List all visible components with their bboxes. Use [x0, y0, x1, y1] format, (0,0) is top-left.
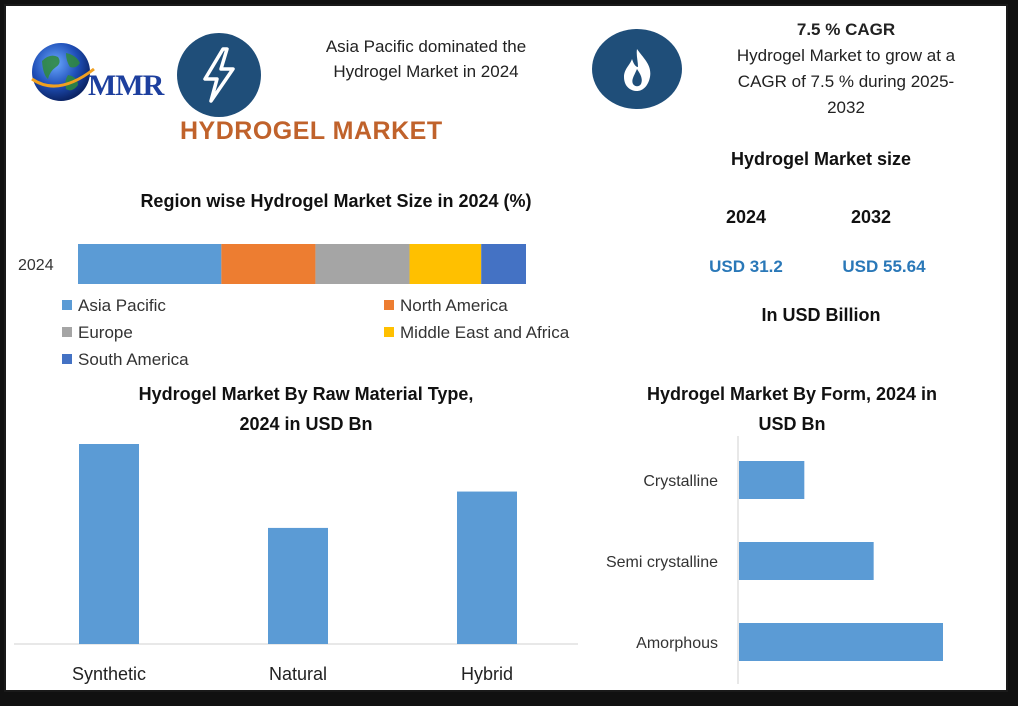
logo-text: MMR [88, 69, 164, 102]
form-title-line-2: USD Bn [758, 414, 826, 434]
raw-bar-natural [268, 527, 328, 644]
market-size-unit: In USD Billion [761, 305, 881, 325]
raw-tick-natural: Natural [269, 664, 327, 684]
legend-swatch-middle-east-and-africa [384, 327, 394, 337]
market-size-year-2024: 2024 [725, 207, 767, 227]
region-segment-north-america [221, 244, 316, 284]
legend-swatch-south-america [62, 354, 72, 364]
form-bar-amorphous [739, 623, 943, 661]
market-size-value-2032: USD 55.64 [842, 257, 926, 276]
globe-icon [31, 43, 95, 101]
flame-icon [624, 49, 651, 91]
market-size-value-2024: USD 31.2 [709, 257, 783, 276]
region-segment-south-america [481, 244, 526, 284]
raw-material-chart-title: Hydrogel Market By Raw Material Type, 20… [46, 379, 566, 439]
region-segment-asia-pacific [78, 244, 222, 284]
legend-label-europe: Europe [78, 323, 133, 342]
form-tick-amorphous: Amorphous [636, 635, 718, 652]
legend-label-asia-pacific: Asia Pacific [78, 296, 166, 315]
legend-label-south-america: South America [78, 350, 189, 369]
brand-logo: MMR [28, 39, 178, 109]
market-size-year-2032: 2032 [850, 207, 892, 227]
legend-label-north-america: North America [400, 296, 508, 315]
region-stacked-chart: 2024 Asia Pacific North America Europe Middl… [18, 244, 570, 369]
raw-tick-hybrid: Hybrid [461, 664, 513, 684]
lightning-badge [177, 33, 261, 117]
raw-material-title-line-2: 2024 in USD Bn [239, 414, 373, 434]
dominance-line-2: Hydrogel Market in 2024 [333, 62, 519, 81]
region-segment-europe [315, 244, 410, 284]
cagr-line-3: 2032 [827, 98, 865, 117]
legend-label-middle-east-and-africa: Middle East and Africa [400, 323, 570, 342]
raw-bar-synthetic [79, 444, 139, 644]
raw-material-title-line-1: Hydrogel Market By Raw Material Type, [138, 384, 474, 404]
dominance-text: Asia Pacific dominated the Hydrogel Mark… [291, 34, 561, 84]
form-bar-chart: Crystalline Semi crystalline Amorphous [606, 436, 943, 684]
raw-tick-synthetic: Synthetic [72, 664, 146, 684]
form-tick-crystalline: Crystalline [643, 473, 718, 490]
form-tick-semi-crystalline: Semi crystalline [606, 554, 718, 571]
legend-swatch-europe [62, 327, 72, 337]
cagr-title: 7.5 % CAGR [796, 20, 896, 39]
lightning-icon [203, 47, 235, 103]
region-chart-title: Region wise Hydrogel Market Size in 2024… [140, 191, 532, 211]
dominance-line-1: Asia Pacific dominated the [325, 37, 527, 56]
form-bar-crystalline [739, 461, 805, 499]
legend-swatch-asia-pacific [62, 300, 72, 310]
market-title: HYDROGEL MARKET [180, 117, 443, 145]
raw-bar-hybrid [457, 491, 517, 644]
form-title-line-1: Hydrogel Market By Form, 2024 in [646, 384, 938, 404]
raw-material-bar-chart: Synthetic Natural Hybrid [14, 444, 578, 684]
form-bar-semi-crystalline [739, 542, 874, 580]
region-category-label: 2024 [18, 257, 54, 274]
cagr-line-1: Hydrogel Market to grow at a [736, 46, 956, 65]
form-chart-title: Hydrogel Market By Form, 2024 in USD Bn [606, 379, 978, 439]
flame-badge [592, 29, 682, 109]
cagr-line-2: CAGR of 7.5 % during 2025- [737, 72, 955, 91]
infographic-frame: MMR Asia Pacific dominated the Hydrogel … [4, 4, 1008, 692]
legend-swatch-north-america [384, 300, 394, 310]
market-size-title: Hydrogel Market size [730, 149, 912, 169]
region-segment-middle-east-and-africa [409, 244, 482, 284]
cagr-block: 7.5 % CAGR Hydrogel Market to grow at a … [696, 17, 996, 121]
